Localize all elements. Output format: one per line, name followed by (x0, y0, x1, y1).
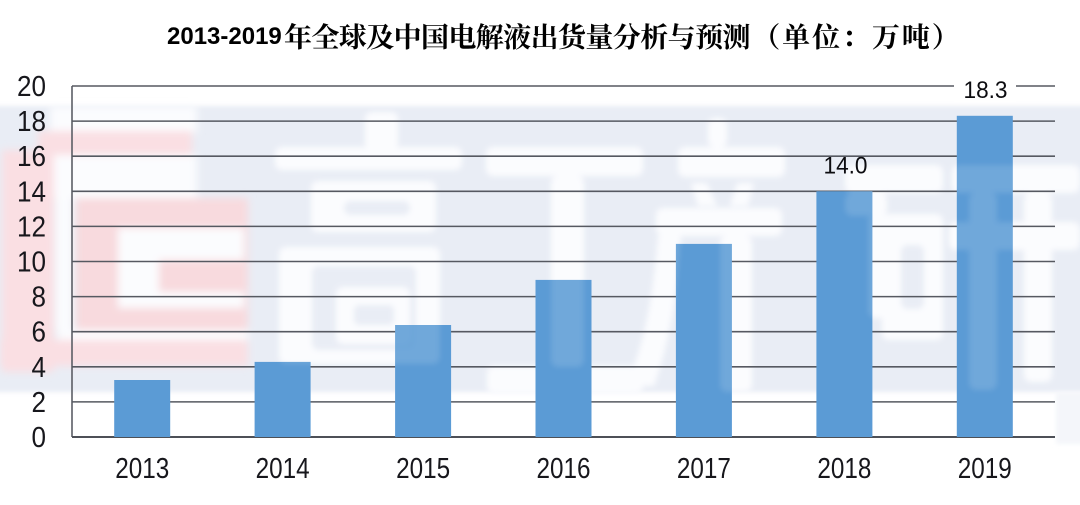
svg-text:2013-2019: 2013-2019 (167, 23, 282, 50)
svg-text:20: 20 (17, 71, 46, 103)
svg-text:0: 0 (32, 422, 47, 454)
svg-text:18.3: 18.3 (964, 77, 1008, 104)
svg-text:2017: 2017 (677, 453, 731, 485)
svg-text:4: 4 (32, 352, 47, 384)
svg-text:6: 6 (32, 317, 47, 349)
svg-text:10: 10 (17, 247, 46, 279)
svg-text:2018: 2018 (817, 453, 871, 485)
svg-text:14.0: 14.0 (824, 153, 868, 180)
svg-text:18: 18 (17, 106, 46, 138)
svg-text:2019: 2019 (958, 453, 1012, 485)
svg-text:2016: 2016 (537, 453, 591, 485)
svg-text:8: 8 (32, 282, 47, 314)
svg-text:2013: 2013 (115, 453, 169, 485)
svg-text:2015: 2015 (396, 453, 450, 485)
svg-text:2: 2 (32, 387, 47, 419)
svg-text:12: 12 (17, 211, 46, 243)
svg-text:14: 14 (17, 176, 46, 208)
svg-text:2014: 2014 (256, 453, 310, 485)
svg-text:16: 16 (17, 141, 46, 173)
